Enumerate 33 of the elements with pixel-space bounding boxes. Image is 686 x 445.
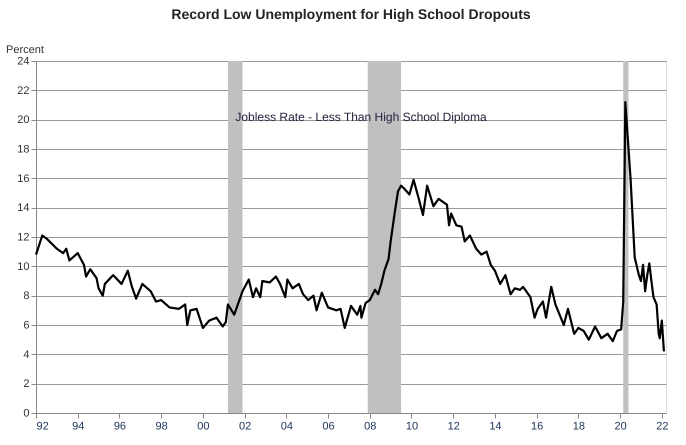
y-tick-label: 10: [17, 260, 30, 273]
y-tick-label: 24: [17, 56, 30, 68]
x-tick-label: 06: [322, 420, 335, 432]
y-tick-label: 2: [23, 378, 30, 390]
y-tick-label: 0: [23, 408, 30, 420]
y-tick-label: 16: [17, 172, 30, 185]
x-tick-label: 16: [531, 420, 544, 432]
x-tick-label: 96: [114, 420, 126, 432]
x-tick-label: 02: [238, 420, 252, 432]
x-tick-label: 10: [406, 420, 418, 432]
y-tick-label: 6: [23, 320, 30, 332]
y-tick-label: 20: [17, 114, 30, 126]
x-tick-label: 22: [656, 420, 668, 432]
x-tick-label: 94: [72, 420, 84, 432]
x-tick-label: 00: [197, 420, 210, 432]
chart-title: Record Low Unemployment for High School Dropouts: [171, 6, 531, 22]
annotation: Jobless Rate - Less Than High School Diploma: [235, 110, 487, 124]
x-tick-label: 14: [489, 420, 502, 432]
y-axis-title: Percent: [6, 44, 44, 56]
x-tick-label: 92: [36, 420, 49, 432]
y-tick-label: 14: [17, 202, 30, 214]
x-tick-label: 20: [614, 420, 627, 432]
x-tick-label: 18: [572, 420, 586, 432]
y-tick-label: 12: [17, 232, 30, 244]
x-tick-label: 04: [280, 420, 293, 432]
x-tick-label: 98: [156, 420, 168, 432]
line-series: [34, 100, 666, 352]
x-tick-label: 08: [364, 420, 376, 432]
y-tick-label: 4: [23, 348, 30, 361]
y-tick-label: 22: [17, 84, 30, 97]
y-tick-label: 18: [17, 144, 30, 156]
y-tick-label: 8: [23, 290, 30, 302]
x-tick-label: 12: [448, 420, 460, 432]
